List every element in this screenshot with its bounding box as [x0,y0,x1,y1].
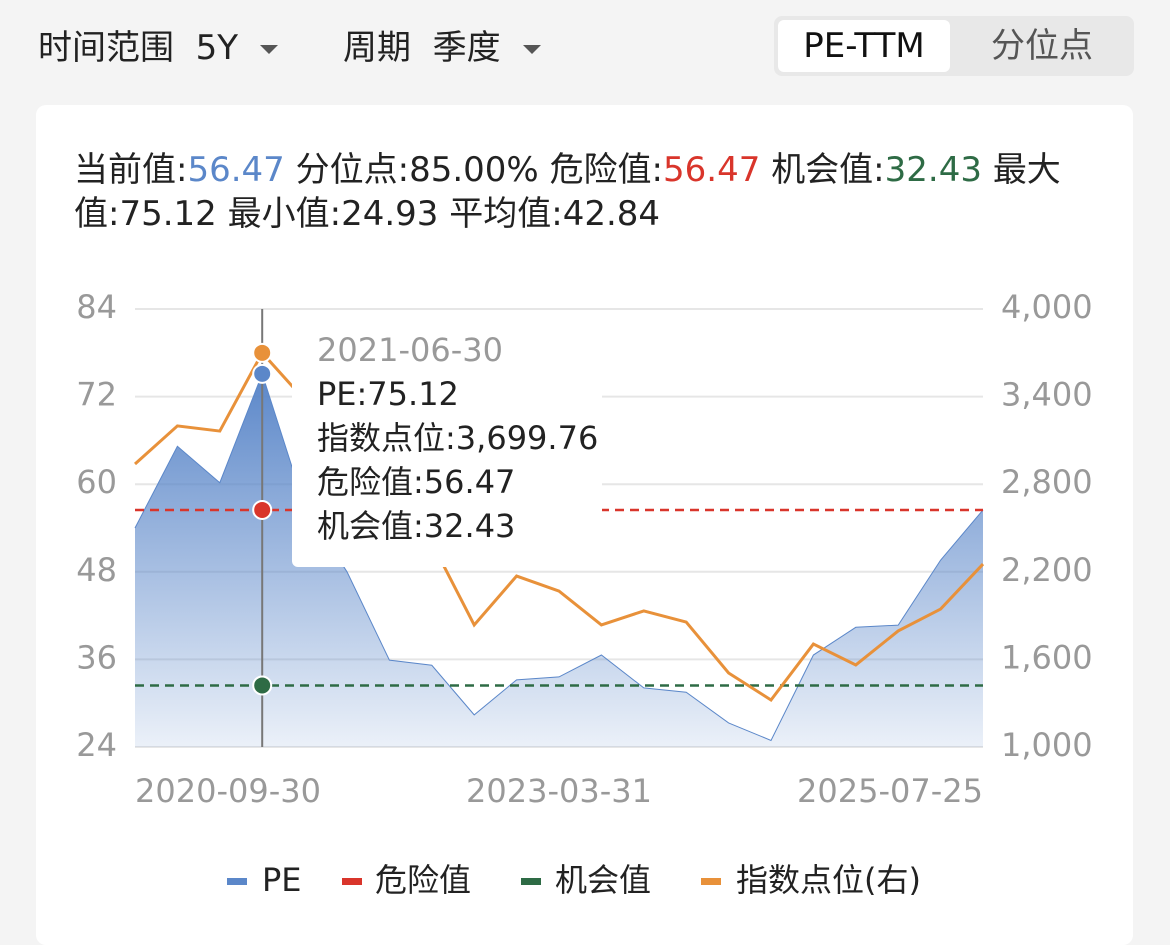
stat-value: 56.47 [663,150,761,190]
legend-label: PE [262,861,302,899]
range-value: 5Y [195,28,239,68]
tooltip-item: 指数点位:3,699.76 [317,419,598,457]
y2-tick-label: 1,600 [1001,638,1093,676]
stat-value: 32.43 [884,150,982,190]
y2-tick-label: 4,000 [1001,288,1093,326]
hover-dot [252,342,273,363]
tooltip-label: 指数点位: [317,419,456,457]
tooltip-value: 32.43 [424,507,516,545]
range-label: 时间范围 [38,28,174,68]
period-value: 季度 [432,28,501,68]
caret [260,45,279,54]
area-edge [134,372,984,742]
tab[interactable]: 分位点 [991,26,1093,66]
tooltip-value: 56.47 [424,463,516,501]
stat-label: 最大值: [74,150,1061,234]
tooltip-label: 危险值: [317,463,424,501]
tooltip-item: 机会值:32.43 [317,507,515,545]
caret [522,45,541,54]
tooltip-label: PE: [317,375,367,413]
stat-value: 56.47 [187,150,285,190]
tab[interactable]: PE-TTM [778,20,950,72]
period-filter[interactable]: 周期 季度 [343,20,541,69]
y-tick-label: 72 [76,376,117,414]
legend-label: 危险值 [375,861,471,899]
stat: 分位点:85.00% [296,150,539,190]
y2-tick-label: 2,800 [1001,463,1093,501]
legend-swatch [521,878,541,885]
stat-value: 85.00% [409,150,539,190]
y-tick-label: 48 [76,551,117,589]
tooltip-value: 3,699.76 [456,419,599,457]
period-label: 周期 [343,28,411,68]
stat: 最大值:75.12 [74,150,1061,234]
tooltip-item: PE:75.12 [317,375,459,413]
legend-label: 机会值 [555,861,651,899]
y-tick-label: 60 [76,463,117,501]
stat-label: 平均值: [449,194,563,234]
hover-dot [252,363,273,384]
tooltip-box [292,325,602,567]
stat-label: 危险值: [549,150,664,190]
y2-tick-label: 1,000 [1001,726,1093,764]
tooltip-date: 2021-06-30 [317,331,503,369]
y-tick-label: 24 [76,726,117,764]
stat: 当前值:56.47 [74,150,285,190]
tooltip-label: 机会值: [317,507,424,545]
stat-label: 机会值: [771,150,885,190]
y2-tick-label: 3,400 [1001,376,1093,414]
legend-swatch [342,878,362,885]
stat: 最小值:24.93 [228,194,439,234]
stat-label: 最小值: [227,194,342,234]
stat: 危险值:56.47 [550,150,761,190]
y-tick-label: 84 [76,288,117,326]
x-tick-label: 2020-09-30 [135,772,321,810]
stat-value: 24.93 [341,194,439,234]
legend-swatch [227,878,247,885]
y-tick-label: 36 [76,638,117,676]
hover-dot [252,675,273,696]
stats: 当前值:56.47 分位点:85.00% 危险值:56.47 机会值:32.43… [74,148,1104,236]
stat: 平均值:42.84 [449,194,660,234]
hover-dot [252,499,273,520]
stat-label: 分位点: [295,150,410,190]
tooltip-value: 75.12 [367,375,459,413]
legend-label: 指数点位(右) [736,861,921,899]
x-tick-label: 2023-03-31 [466,772,652,810]
stat-value: 42.84 [562,194,661,234]
y2-tick-label: 2,200 [1001,551,1093,589]
area-fill [135,373,983,747]
line [133,350,985,702]
legend-swatch [701,878,721,885]
stat: 机会值:32.43 [771,150,982,190]
tab-group: PE-TTM 分位点 [774,16,1134,76]
stat-value: 75.12 [119,194,217,234]
range-filter[interactable]: 时间范围 5Y [38,20,279,69]
tooltip-item: 危险值:56.47 [317,463,515,501]
x-tick-label: 2025-07-25 [797,772,983,810]
stat-label: 当前值: [74,150,188,190]
